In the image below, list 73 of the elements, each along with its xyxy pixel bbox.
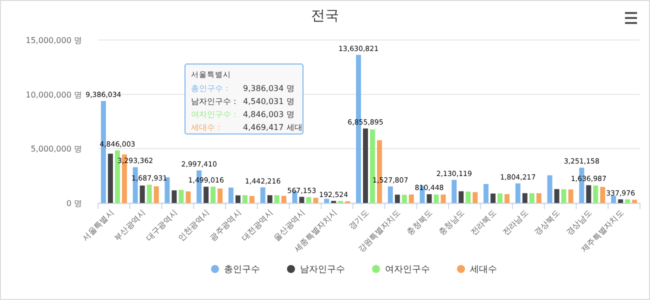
bar bbox=[632, 200, 638, 203]
annotation: 4,846,003 명 bbox=[243, 110, 294, 119]
bar bbox=[154, 186, 159, 203]
bar bbox=[146, 184, 152, 203]
bar bbox=[204, 186, 209, 203]
y-tick-label: 5,000,000 명 bbox=[30, 144, 82, 154]
bar bbox=[218, 188, 223, 203]
bar bbox=[363, 128, 368, 203]
bar bbox=[618, 199, 624, 203]
bar bbox=[114, 150, 120, 203]
annotation: 총인구수 : bbox=[191, 84, 228, 93]
bar bbox=[186, 191, 191, 203]
bar bbox=[299, 196, 304, 203]
bar bbox=[274, 195, 280, 203]
bar bbox=[408, 194, 414, 203]
bar bbox=[440, 194, 446, 203]
bar bbox=[235, 195, 240, 203]
annotation: 여자인구수 : bbox=[191, 110, 236, 119]
annotation: 4,540,031 명 bbox=[243, 97, 294, 106]
y-tick-label: 15,000,000 명 bbox=[26, 36, 82, 45]
y-tick-label: 10,000,000 명 bbox=[26, 90, 82, 100]
bar bbox=[452, 180, 457, 203]
bar bbox=[228, 188, 234, 203]
bar bbox=[108, 154, 113, 203]
annotation: 4,469,417 세대 bbox=[243, 123, 302, 132]
bar bbox=[504, 194, 510, 203]
bar bbox=[522, 193, 528, 203]
bar bbox=[178, 190, 184, 203]
legend-label: 여자인구수 bbox=[385, 265, 430, 275]
bar bbox=[172, 190, 177, 203]
bar bbox=[472, 192, 478, 203]
legend-label: 총인구수 bbox=[224, 265, 260, 275]
annotation: 세대수 : bbox=[191, 123, 220, 132]
bar bbox=[554, 189, 560, 203]
bar bbox=[267, 195, 272, 203]
bar bbox=[140, 186, 145, 203]
bar bbox=[394, 194, 400, 203]
annotation: 남자인구수 : bbox=[191, 97, 236, 106]
bar bbox=[426, 194, 432, 203]
bar bbox=[370, 129, 375, 203]
bar bbox=[484, 184, 489, 203]
bar bbox=[249, 196, 254, 203]
bar bbox=[210, 186, 216, 203]
bar bbox=[611, 196, 616, 203]
bar bbox=[625, 199, 630, 203]
bar bbox=[324, 198, 330, 203]
bar bbox=[515, 183, 520, 203]
bar bbox=[536, 193, 542, 203]
bar bbox=[281, 196, 286, 203]
bar bbox=[466, 192, 471, 203]
chart-title: 전국 bbox=[311, 8, 339, 24]
bar bbox=[313, 198, 318, 203]
bar bbox=[586, 185, 592, 203]
bar bbox=[164, 177, 170, 203]
bar bbox=[529, 193, 534, 203]
bar bbox=[490, 194, 496, 203]
legend-label: 남자인구수 bbox=[300, 265, 345, 275]
bar bbox=[458, 191, 464, 203]
y-tick-label: 0 명 bbox=[66, 199, 82, 208]
bar bbox=[561, 189, 566, 203]
annotation: 9,386,034 명 bbox=[243, 84, 294, 93]
bar bbox=[434, 194, 439, 203]
bar bbox=[600, 186, 606, 203]
bar bbox=[568, 189, 574, 203]
bar bbox=[402, 194, 407, 203]
bar bbox=[593, 186, 598, 203]
bar bbox=[388, 186, 393, 203]
bar bbox=[498, 193, 503, 203]
bar bbox=[242, 195, 248, 203]
bar bbox=[547, 175, 552, 203]
bar bbox=[260, 187, 266, 203]
legend-label: 세대수 bbox=[470, 265, 497, 275]
bar bbox=[306, 197, 312, 203]
